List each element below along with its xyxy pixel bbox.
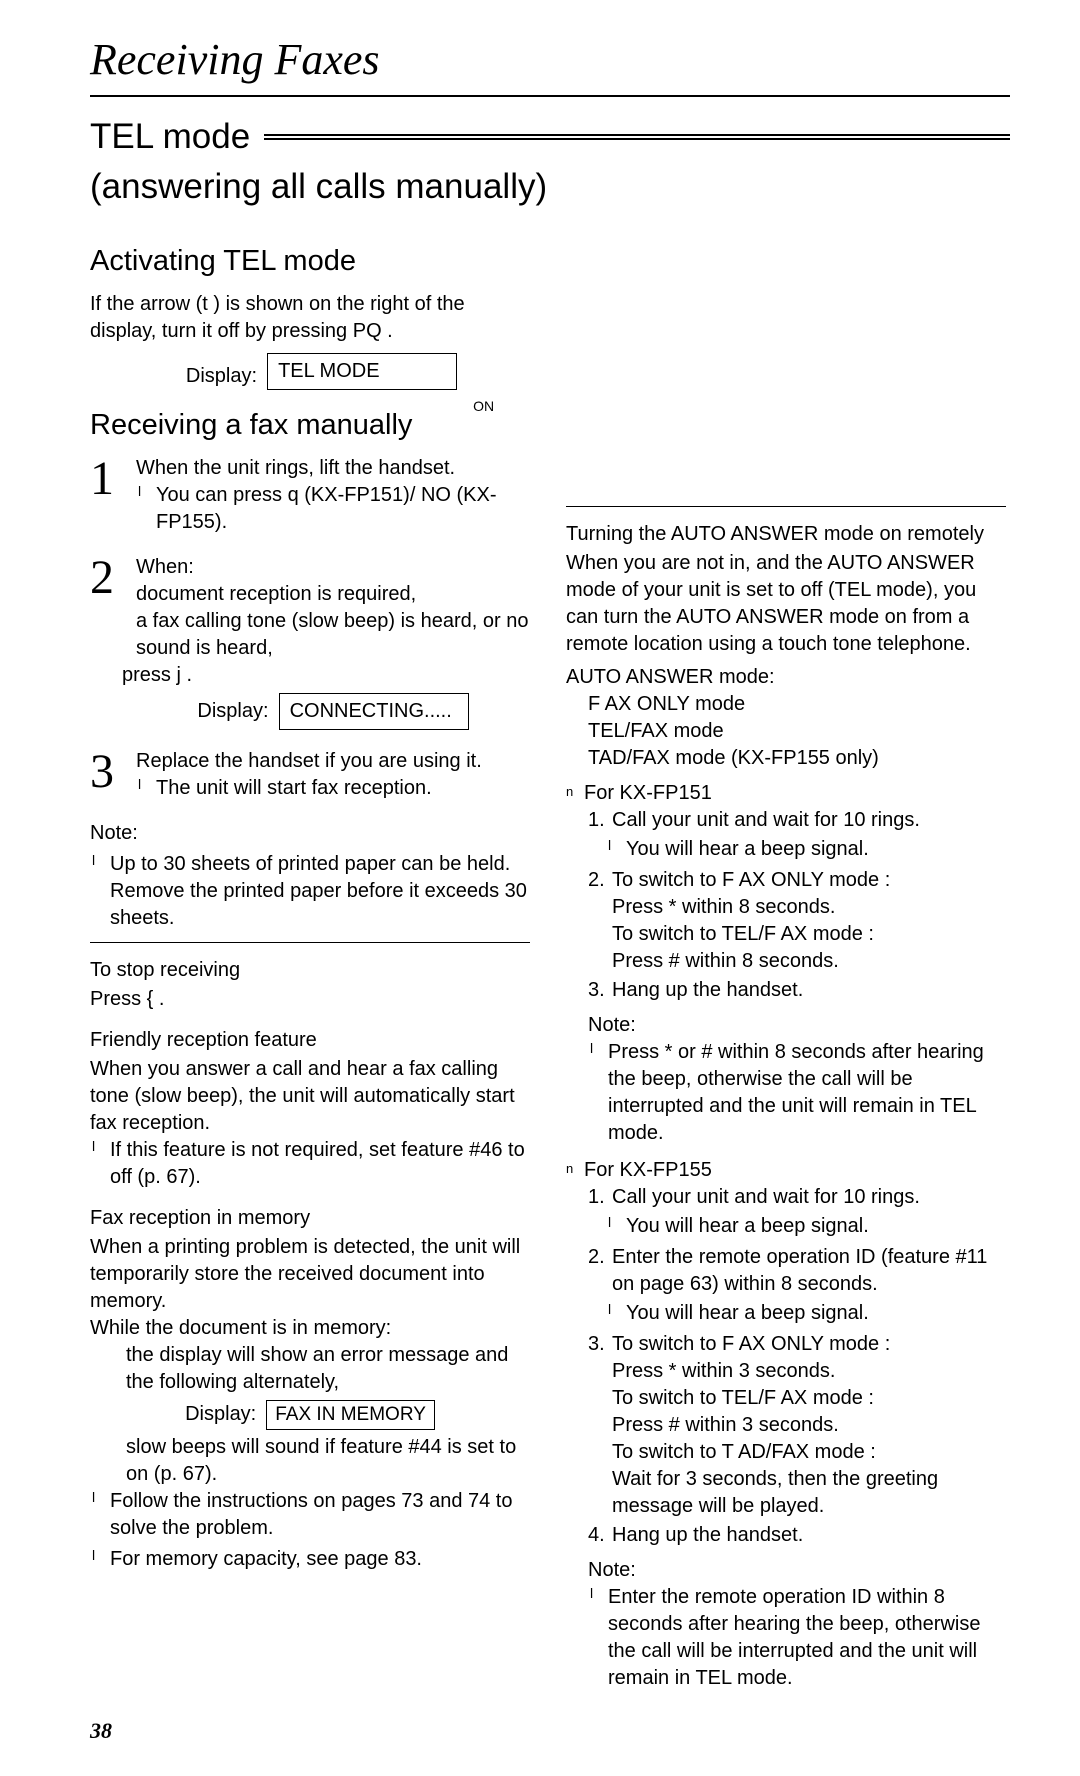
fp155-3-num: 3. [588,1331,606,1520]
section-rule [264,134,1010,140]
display-tel-mode: TEL MODE [267,353,457,390]
memory-dash2: slow beeps will sound if feature #44 is … [112,1434,530,1488]
fp155-2b: You will hear a beep signal. [606,1300,1006,1327]
step-2-line3: a fax calling tone (slow beep) is heard,… [136,608,530,662]
fp155-3c: To switch to TEL/F AX mode : [612,1385,1006,1412]
friendly-bullet: If this feature is not required, set fea… [90,1137,530,1191]
step-3-number: 3 [90,748,122,806]
receiving-manual-heading: Receiving a fax manually [90,406,530,445]
step-3-text: Replace the handset if you are using it. [136,748,530,775]
fp155-4: Hang up the handset. [612,1524,803,1546]
memory-body1: When a printing problem is detected, the… [90,1234,530,1315]
fp151-3-num: 3. [588,977,606,1004]
right-column: Turning the AUTO ANSWER mode on remotely… [566,226,1006,1696]
fp151-2a: To switch to F AX ONLY mode : [612,867,1006,894]
fp155-1b: You will hear a beep signal. [606,1213,1006,1240]
page-title: Receiving Faxes [90,30,1010,97]
fp155-3e: To switch to T AD/FAX mode : [612,1439,1006,1466]
fp155-3d: Press # within 3 seconds. [612,1412,1006,1439]
remote-intro: When you are not in, and the AUTO ANSWER… [566,550,1006,658]
stop-receiving-heading: To stop receiving [90,957,530,984]
activating-heading: Activating TEL mode [90,242,530,281]
mode-tadfax: TAD/FAX mode (KX-FP155 only) [588,745,1006,772]
note-header: Note: [90,820,530,847]
fp151-note-hdr: Note: [588,1012,1006,1039]
remote-heading: Turning the AUTO ANSWER mode on remotely [566,521,1006,548]
memory-body2: While the document is in memory: [90,1315,530,1342]
fp155-2: Enter the remote operation ID (feature #… [612,1246,987,1295]
memory-heading: Fax reception in memory [90,1205,530,1232]
page-number: 38 [90,1716,1010,1746]
for-155-header: For KX-FP155 [566,1157,1006,1184]
memory-bullet2: For memory capacity, see page 83. [90,1546,530,1573]
fp155-note-hdr: Note: [588,1557,1006,1584]
fp155-3f: Wait for 3 seconds, then the greeting me… [612,1466,1006,1520]
fp151-1: Call your unit and wait for 10 rings. [612,809,920,831]
display-label: Display: [186,363,257,390]
friendly-body: When you answer a call and hear a fax ca… [90,1056,530,1137]
step-2-number: 2 [90,554,122,734]
fp151-2d: Press # within 8 seconds. [612,948,1006,975]
mode-faxonly: F AX ONLY mode [588,691,1006,718]
auto-answer-label: AUTO ANSWER mode: [566,664,1006,691]
memory-bullet1: Follow the instructions on pages 73 and … [90,1488,530,1542]
fp155-3b: Press * within 3 seconds. [612,1358,1006,1385]
section-subheading: (answering all calls manually) [90,163,1010,210]
note-bullet: Up to 30 sheets of printed paper can be … [90,851,530,932]
friendly-heading: Friendly reception feature [90,1027,530,1054]
fp151-2b: Press * within 8 seconds. [612,894,1006,921]
fp155-note: Enter the remote operation ID within 8 s… [588,1584,1006,1692]
step-1-text: When the unit rings, lift the handset. [136,455,530,482]
step-1-number: 1 [90,455,122,540]
mode-telfax: TEL/FAX mode [588,718,1006,745]
fp155-1-num: 1. [588,1184,606,1211]
right-divider-top [566,506,1006,507]
for-151-header: For KX-FP151 [566,780,1006,807]
memory-dash1: the display will show an error message a… [112,1342,530,1396]
fp151-2c: To switch to TEL/F AX mode : [612,921,1006,948]
fp155-1: Call your unit and wait for 10 rings. [612,1186,920,1208]
fp155-2-num: 2. [588,1244,606,1298]
step-2-line2: document reception is required, [136,581,530,608]
step-1-bullet: You can press q (KX-FP151)/ NO (KX-FP155… [136,482,530,536]
divider [90,942,530,943]
fp151-1-num: 1. [588,807,606,834]
fp151-1b: You will hear a beep signal. [606,836,1006,863]
fp151-note: Press * or # within 8 seconds after hear… [588,1039,1006,1147]
display-on-label: ON [473,397,494,416]
display-fax-memory: FAX IN MEMORY [266,1400,435,1430]
fp151-3: Hang up the handset. [612,979,803,1001]
fp155-3a: To switch to F AX ONLY mode : [612,1331,1006,1358]
left-column: Activating TEL mode If the arrow (t ) is… [90,226,530,1696]
step-3-bullet: The unit will start fax reception. [136,775,530,802]
stop-receiving-body: Press { . [90,986,530,1013]
section-heading: TEL mode [90,113,250,160]
display-connecting: CONNECTING..... [279,693,469,730]
step-2-line4: press j . [122,662,530,689]
activating-para: If the arrow (t ) is shown on the right … [90,291,530,345]
display-label-2: Display: [197,698,268,725]
display-label-3: Display: [185,1401,256,1428]
step-2-line1: When: [136,554,530,581]
fp151-2-num: 2. [588,867,606,975]
